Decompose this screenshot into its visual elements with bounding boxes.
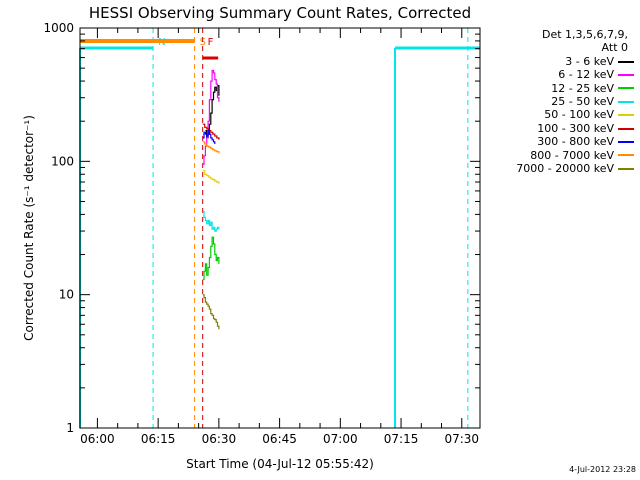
series-line-8 [202, 294, 220, 330]
chart-legend: Det 1,3,5,6,7,9, Att 0 3 - 6 keV 6 - 12 k… [478, 28, 634, 175]
legend-header-line-1: Det 1,3,5,6,7,9, [541, 28, 628, 41]
legend-item-label: 6 - 12 keV [558, 68, 614, 82]
y-tick-label-0: 1 [66, 421, 74, 435]
legend-item-1: 6 - 12 keV [478, 68, 634, 81]
x-tick-label-6: 07:30 [444, 432, 479, 446]
x-tick-label-2: 06:30 [202, 432, 237, 446]
legend-item-5: 100 - 300 keV [478, 122, 634, 135]
series-line-7 [202, 141, 220, 154]
legend-item-label: 300 - 800 keV [537, 135, 614, 149]
legend-item-label: 25 - 50 keV [551, 95, 614, 109]
legend-item-4: 50 - 100 keV [478, 108, 634, 121]
y-tick-label-1: 10 [59, 288, 74, 302]
x-tick-label-4: 07:00 [323, 432, 358, 446]
legend-item-label: 100 - 300 keV [537, 121, 614, 135]
legend-item-7: 800 - 7000 keV [478, 149, 634, 162]
x-axis-label: Start Time (04-Jul-12 05:55:42) [186, 457, 374, 471]
legend-swatch [618, 100, 634, 103]
x-tick-label-5: 07:15 [384, 432, 419, 446]
legend-entries: 3 - 6 keV 6 - 12 keV 12 - 25 keV 25 - 50 ke… [478, 55, 634, 176]
footer-timestamp: 4-Jul-2012 23:28 [569, 465, 636, 474]
chart-title: HESSI Observing Summary Count Rates, Cor… [89, 4, 471, 22]
legend-item-8: 7000 - 20000 keV [478, 162, 634, 175]
marker-label-2: F [208, 37, 214, 48]
legend-swatch [618, 140, 634, 143]
tick-labels: 06:00 06:15 06:30 06:45 07:00 07:15 07:30 1 10 10… [43, 21, 479, 446]
legend-swatch [618, 87, 634, 90]
series-line-1 [202, 69, 220, 165]
legend-swatch [618, 167, 634, 170]
legend-item-6: 300 - 800 keV [478, 135, 634, 148]
annotation-bars [79, 39, 480, 428]
x-tick-label-1: 06:15 [141, 432, 176, 446]
series-lines [202, 69, 220, 330]
legend-item-2: 12 - 25 keV [478, 82, 634, 95]
legend-swatch [618, 154, 634, 157]
legend-swatch [618, 114, 634, 117]
legend-item-label: 800 - 7000 keV [530, 148, 614, 162]
series-line-6 [202, 130, 216, 144]
legend-header-line-2: Att 0 [601, 41, 628, 55]
axis-ticks [80, 27, 480, 429]
marker-label-1: S [200, 37, 206, 48]
x-tick-label-3: 06:45 [262, 432, 297, 446]
legend-item-label: 7000 - 20000 keV [516, 162, 614, 176]
legend-item-0: 3 - 6 keV [478, 55, 634, 68]
legend-item-label: 12 - 25 keV [551, 81, 614, 95]
legend-item-label: 3 - 6 keV [565, 54, 614, 68]
legend-swatch [618, 127, 634, 130]
series-line-3 [202, 211, 220, 232]
x-tick-label-0: 06:00 [80, 432, 115, 446]
legend-item-3: 25 - 50 keV [478, 95, 634, 108]
y-tick-label-2: 100 [51, 154, 74, 168]
legend-swatch [618, 60, 634, 63]
series-line-2 [202, 236, 220, 281]
series-line-5 [202, 123, 220, 140]
y-tick-label-3: 1000 [43, 21, 74, 35]
y-axis-label: Corrected Count Rate (s⁻¹ detector⁻¹) [22, 115, 36, 341]
series-line-0 [205, 85, 220, 139]
series-line-4 [202, 170, 220, 184]
legend-item-label: 50 - 100 keV [544, 108, 614, 122]
legend-swatch [618, 73, 634, 76]
vertical-markers: NSF [152, 28, 469, 428]
plot-frame [79, 27, 481, 429]
